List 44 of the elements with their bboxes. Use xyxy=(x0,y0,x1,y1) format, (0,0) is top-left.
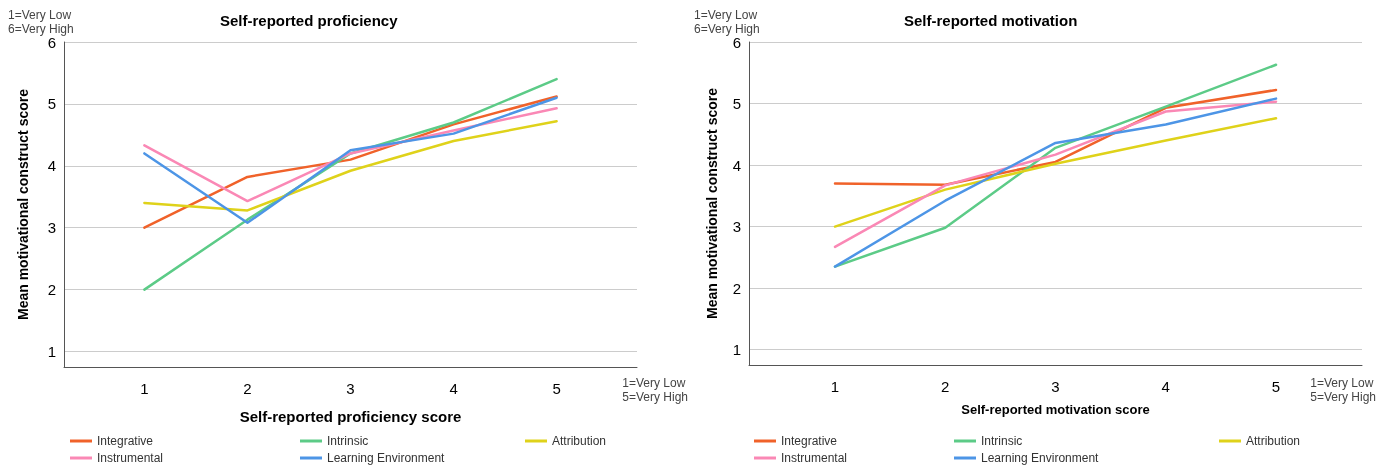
y-tick-label: 6 xyxy=(732,33,741,51)
legend-label: Learning Environment xyxy=(981,451,1100,465)
legend-label: Integrative xyxy=(781,434,838,448)
x-tick-label: 2 xyxy=(243,380,252,397)
y-tick-label: 4 xyxy=(47,157,56,175)
line-series xyxy=(833,117,1278,228)
x-tick-label: 5 xyxy=(552,380,561,397)
legend-label: Intrinsic xyxy=(981,434,1023,448)
x-axis-title: Self-reported proficiency score xyxy=(239,408,462,425)
legend-label: Learning Environment xyxy=(327,451,446,465)
y-axis-title: Mean motivational construct score xyxy=(15,88,31,321)
chart-title: Self-reported motivation xyxy=(904,12,1078,29)
y-tick-label: 3 xyxy=(732,218,741,236)
x-tick-label: 1 xyxy=(140,380,149,397)
legend-label: Integrative xyxy=(97,434,154,448)
text: 1=Very Low 6=Very High xyxy=(694,8,760,36)
y-tick-label: 2 xyxy=(732,279,741,297)
y-tick-label: 6 xyxy=(47,33,56,51)
y-tick-label: 5 xyxy=(732,95,741,113)
line-series xyxy=(143,119,558,212)
text: 1=Very Low 6=Very High xyxy=(8,8,74,36)
y-axis-title: Mean motivational construct score xyxy=(704,87,720,320)
y-tick-label: 2 xyxy=(47,281,56,299)
x-tick-label: 3 xyxy=(1051,378,1060,395)
y-tick-label: 1 xyxy=(47,343,56,361)
y-tick-label: 4 xyxy=(732,156,741,174)
text: 1=Very Low 5=Very High xyxy=(1310,376,1377,404)
legend-label: Intrinsic xyxy=(327,434,369,448)
text: 1=Very Low 5=Very High xyxy=(622,376,689,404)
x-tick-label: 3 xyxy=(346,380,355,397)
legend-label: Attribution xyxy=(552,434,607,448)
legend-label: Instrumental xyxy=(97,451,164,465)
x-axis-title: Self-reported motivation score xyxy=(961,402,1150,417)
legend-label: Attribution xyxy=(1246,434,1301,448)
x-tick-label: 1 xyxy=(830,378,840,395)
x-tick-label: 4 xyxy=(1161,378,1170,395)
legend-label: Instrumental xyxy=(781,451,848,465)
x-tick-label: 4 xyxy=(449,380,458,397)
x-tick-label: 2 xyxy=(941,378,950,395)
y-tick-label: 5 xyxy=(47,95,56,113)
chart-title: Self-reported proficiency xyxy=(220,12,399,29)
x-tick-label: 5 xyxy=(1271,378,1281,395)
y-tick-label: 3 xyxy=(47,219,56,237)
y-tick-label: 1 xyxy=(732,341,741,359)
